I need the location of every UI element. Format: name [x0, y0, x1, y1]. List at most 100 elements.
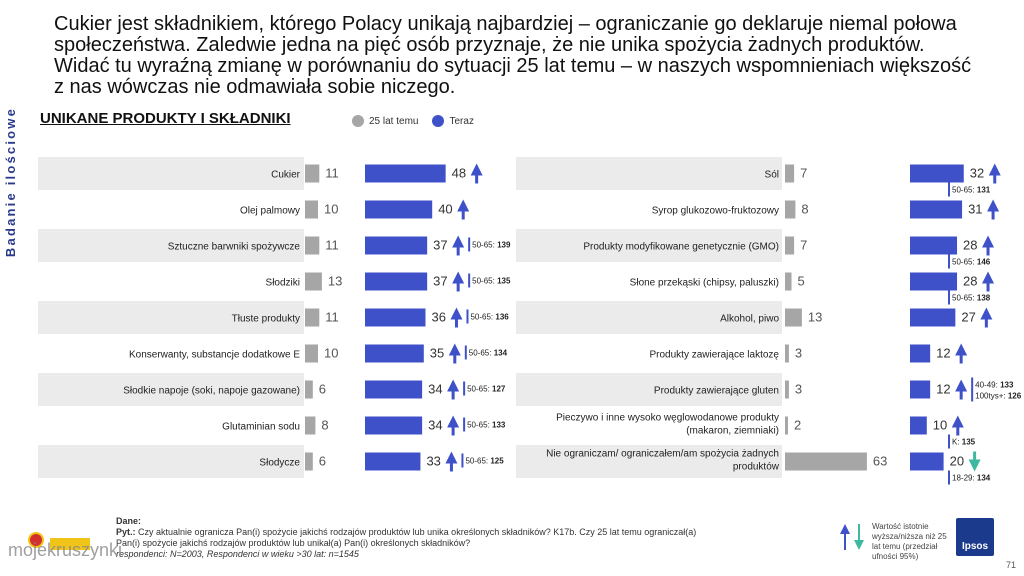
trend-up-arrow: [951, 415, 964, 436]
row-band: [516, 445, 782, 478]
bar-past: [305, 344, 318, 363]
category-label: (makaron, ziemniaki): [686, 426, 779, 437]
category-label: Alkohol, piwo: [720, 314, 779, 325]
bar-past: [785, 416, 788, 435]
category-label: Sztuczne barwniki spożywcze: [168, 242, 301, 253]
bar-past: [305, 308, 320, 327]
value-label-now: 34: [428, 418, 442, 433]
bar-past: [305, 164, 320, 183]
bar-past: [785, 200, 796, 219]
value-label-past: 7: [800, 238, 807, 253]
footer: Dane: Pyt.: Czy aktualnie ogranicza Pan(…: [116, 516, 716, 560]
row-band: [38, 301, 304, 334]
value-label-past: 63: [873, 454, 887, 469]
note-text: 40-49: 133: [975, 381, 1014, 390]
bar-now: [910, 308, 956, 327]
bar-now: [910, 416, 927, 435]
bar-past: [785, 452, 867, 471]
category-label: Produkty zawierające laktozę: [649, 350, 779, 361]
trend-up-arrow: [448, 343, 461, 364]
row-band: [38, 229, 304, 262]
bar-past: [305, 236, 320, 255]
legend-label-now: Teraz: [449, 115, 474, 127]
value-label-now: 12: [936, 382, 950, 397]
significance-note-text: Wartość istotnie wyższa/niższa niż 25 la…: [872, 522, 947, 561]
note-text: 50-65: 127: [467, 385, 506, 394]
bar-now: [365, 344, 424, 363]
logo-text: Ipsos: [961, 541, 989, 552]
bar-past: [305, 380, 313, 399]
bar-now: [365, 164, 446, 183]
value-label-past: 3: [795, 346, 802, 361]
watermark-badge-icon: [28, 532, 44, 548]
bar-now: [910, 236, 958, 255]
note-marker: [948, 290, 950, 305]
note-marker: [463, 417, 466, 432]
note-text: 50-65: 138: [952, 294, 991, 303]
value-label-now: 28: [963, 238, 977, 253]
note-marker: [948, 254, 950, 269]
value-label-past: 11: [325, 166, 339, 181]
category-label: Nie ograniczam/ ograniczałem/am spożycia…: [546, 449, 779, 460]
note-marker: [948, 434, 950, 449]
category-label: Produkty zawierające gluten: [654, 386, 779, 397]
legend: 25 lat temu Teraz: [352, 115, 488, 127]
bar-past: [785, 236, 795, 255]
value-label-past: 6: [319, 382, 326, 397]
trend-up-arrow: [982, 271, 995, 292]
note-marker: [948, 470, 950, 485]
value-label-past: 5: [798, 274, 805, 289]
value-label-now: 34: [428, 382, 442, 397]
note-marker: [466, 309, 469, 324]
legend-label-past: 25 lat temu: [369, 115, 419, 127]
row-band: [38, 445, 304, 478]
value-label-past: 3: [795, 382, 802, 397]
bar-now: [365, 272, 428, 291]
value-label-now: 33: [426, 454, 440, 469]
note-marker: [463, 381, 466, 396]
trend-up-arrow: [955, 379, 968, 400]
category-label: Słodziki: [266, 278, 300, 289]
note-marker: [971, 377, 974, 402]
bar-now: [910, 164, 964, 183]
watermark-tag-icon: [50, 538, 90, 550]
trend-up-arrow: [445, 451, 458, 472]
note-text: 50-65: 131: [952, 186, 991, 195]
row-band: [516, 373, 782, 406]
trend-up-arrow: [452, 271, 465, 292]
side-band: Badanie ilościowe: [0, 0, 25, 576]
significance-arrows-icon: [840, 524, 864, 550]
value-label-now: 37: [433, 238, 447, 253]
bar-now: [365, 416, 423, 435]
legend-dot-now: [432, 115, 445, 127]
category-label: Sól: [765, 170, 779, 181]
bar-now: [910, 380, 931, 399]
legend-dot-past: [352, 115, 364, 127]
footer-question: Czy aktualnie ogranicza Pan(i) spożycie …: [116, 527, 697, 548]
page-number: 71: [1006, 560, 1017, 570]
value-label-past: 2: [794, 418, 801, 433]
value-label-now: 20: [950, 454, 964, 469]
note-text: K: 135: [952, 438, 976, 447]
trend-up-arrow: [988, 163, 1001, 184]
trend-up-arrow: [450, 307, 463, 328]
category-label: produktów: [733, 462, 780, 473]
bar-past: [785, 272, 792, 291]
value-label-past: 13: [808, 310, 822, 325]
bar-past: [305, 272, 322, 291]
category-label: Produkty modyfikowane genetycznie (GMO): [583, 242, 779, 253]
value-label-past: 10: [324, 202, 338, 217]
category-label: Słone przekąski (chipsy, paluszki): [630, 278, 779, 289]
value-label-now: 36: [431, 310, 445, 325]
bar-past: [785, 380, 789, 399]
trend-up-arrow: [982, 235, 995, 256]
note-marker: [468, 273, 471, 288]
value-label-past: 7: [800, 166, 807, 181]
note-text: 50-65: 133: [467, 421, 506, 430]
value-label-past: 6: [319, 454, 326, 469]
row-band: [516, 229, 782, 262]
trend-up-arrow: [955, 343, 968, 364]
row-band: [516, 157, 782, 190]
ipsos-logo: Ipsos: [956, 518, 994, 556]
